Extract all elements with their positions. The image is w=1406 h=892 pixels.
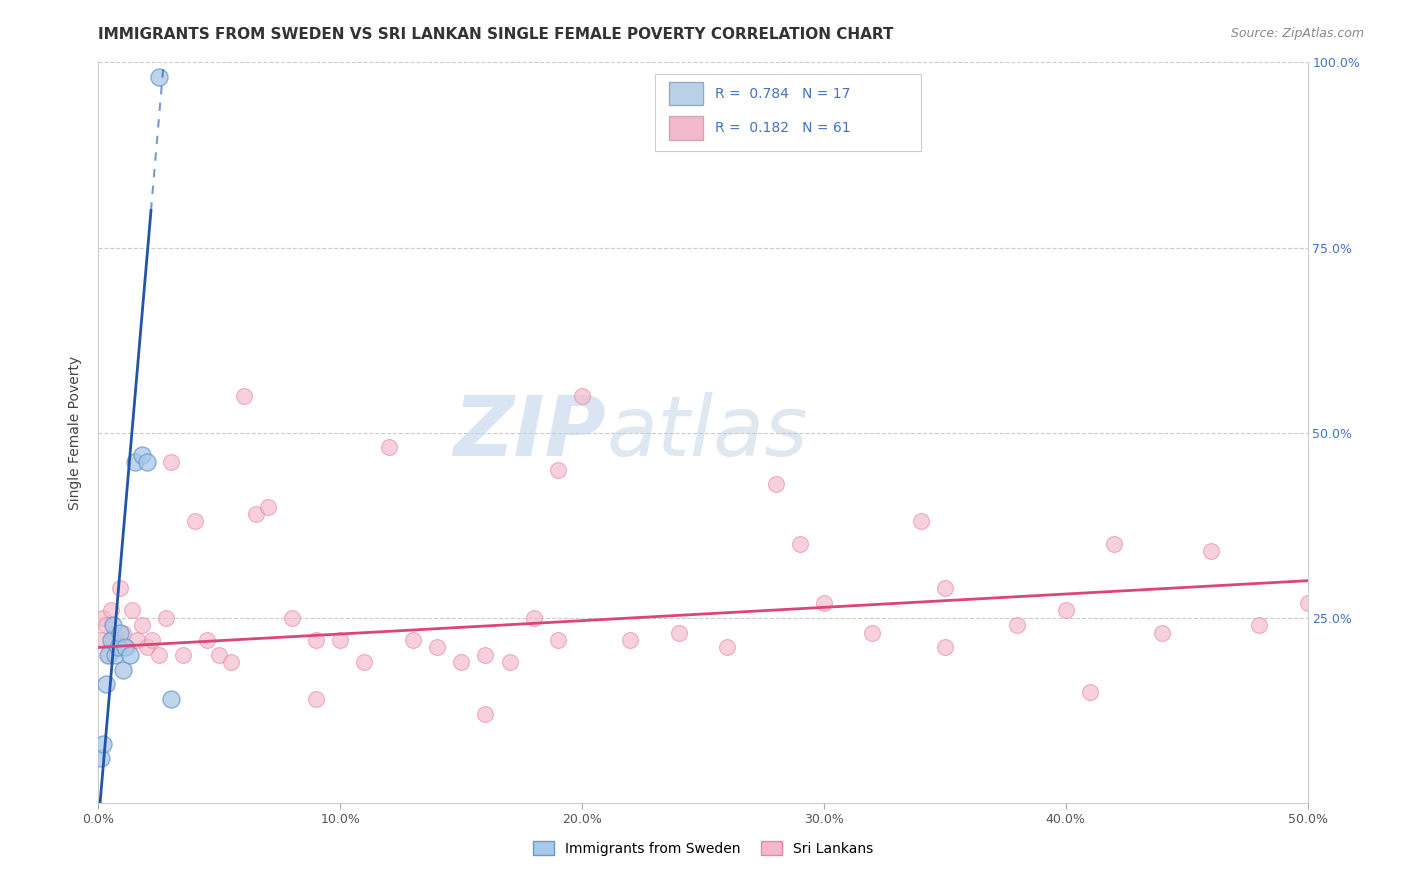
Text: IMMIGRANTS FROM SWEDEN VS SRI LANKAN SINGLE FEMALE POVERTY CORRELATION CHART: IMMIGRANTS FROM SWEDEN VS SRI LANKAN SIN…: [98, 27, 894, 42]
Point: [910, 515, 932, 529]
Point: [208, 648, 231, 662]
Point: [94, 677, 117, 691]
Text: R =  0.182   N = 61: R = 0.182 N = 61: [716, 121, 851, 136]
Point: [101, 632, 124, 647]
Point: [305, 632, 328, 647]
Point: [148, 70, 170, 85]
Point: [402, 632, 425, 647]
Point: [160, 455, 183, 469]
Point: [860, 625, 883, 640]
Point: [97, 648, 120, 662]
Point: [523, 610, 546, 624]
Point: [135, 640, 157, 655]
Point: [108, 581, 131, 595]
Point: [90, 632, 112, 647]
Point: [377, 441, 399, 455]
Point: [498, 655, 520, 669]
Point: [195, 632, 218, 647]
Bar: [669, 82, 703, 105]
Point: [100, 603, 122, 617]
Point: [172, 648, 194, 662]
Point: [148, 648, 170, 662]
Point: [141, 632, 163, 647]
Point: [131, 448, 153, 462]
Point: [184, 515, 207, 529]
Point: [474, 706, 496, 721]
Point: [1078, 685, 1101, 699]
Point: [100, 632, 122, 647]
Point: [232, 388, 254, 402]
Bar: [669, 117, 703, 140]
Point: [934, 581, 956, 595]
Point: [1249, 618, 1271, 632]
Point: [305, 692, 328, 706]
Point: [111, 625, 134, 640]
Point: [107, 640, 129, 655]
Point: [619, 632, 641, 647]
Point: [571, 388, 593, 402]
Point: [104, 625, 127, 640]
Point: [1054, 603, 1077, 617]
Point: [547, 632, 569, 647]
Legend: Immigrants from Sweden, Sri Lankans: Immigrants from Sweden, Sri Lankans: [526, 834, 880, 863]
Point: [1296, 596, 1319, 610]
Point: [91, 610, 114, 624]
Point: [329, 632, 352, 647]
Point: [117, 640, 139, 655]
Point: [474, 648, 496, 662]
Point: [160, 692, 183, 706]
Point: [426, 640, 449, 655]
Point: [94, 618, 117, 632]
Point: [1007, 618, 1029, 632]
Point: [124, 455, 146, 469]
Point: [353, 655, 375, 669]
Point: [1152, 625, 1174, 640]
Point: [135, 455, 157, 469]
Y-axis label: Single Female Poverty: Single Female Poverty: [69, 356, 83, 509]
Point: [668, 625, 690, 640]
Point: [1102, 536, 1125, 550]
Point: [281, 610, 304, 624]
Point: [97, 648, 120, 662]
Point: [91, 737, 114, 751]
Point: [221, 655, 243, 669]
Point: [111, 663, 134, 677]
Point: [127, 632, 149, 647]
Text: R =  0.784   N = 17: R = 0.784 N = 17: [716, 87, 851, 101]
Text: ZIP: ZIP: [454, 392, 606, 473]
Point: [256, 500, 278, 514]
Point: [155, 610, 177, 624]
Point: [1199, 544, 1222, 558]
Point: [118, 648, 141, 662]
Point: [716, 640, 738, 655]
Point: [245, 507, 267, 521]
Point: [121, 603, 143, 617]
Point: [765, 477, 787, 491]
Point: [107, 640, 129, 655]
Point: [789, 536, 811, 550]
Point: [104, 648, 127, 662]
Point: [114, 640, 136, 655]
Point: [108, 625, 131, 640]
Point: [547, 462, 569, 476]
Point: [101, 618, 124, 632]
Point: [934, 640, 956, 655]
Point: [131, 618, 153, 632]
FancyBboxPatch shape: [655, 73, 921, 152]
Point: [90, 751, 112, 765]
Text: Source: ZipAtlas.com: Source: ZipAtlas.com: [1230, 27, 1364, 40]
Text: atlas: atlas: [606, 392, 808, 473]
Point: [450, 655, 472, 669]
Point: [813, 596, 835, 610]
